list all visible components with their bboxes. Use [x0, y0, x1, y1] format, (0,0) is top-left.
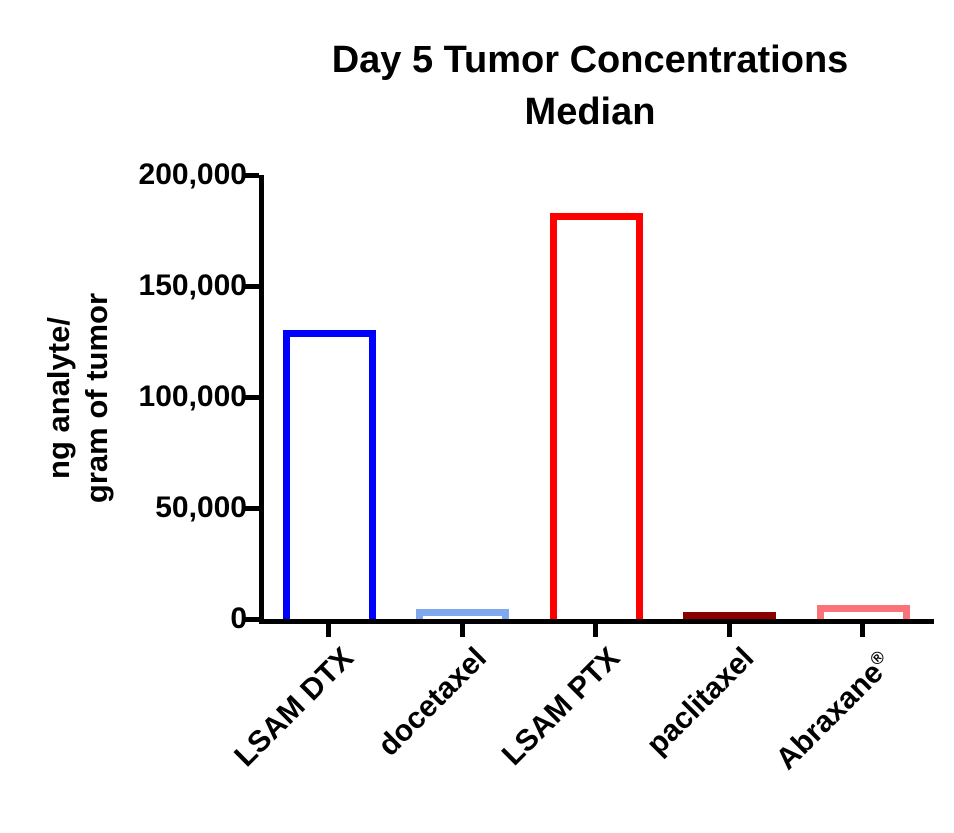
- x-axis-tick: [860, 624, 865, 637]
- chart-title-block: Day 5 Tumor Concentrations Median: [240, 34, 940, 138]
- y-axis-tick: [243, 395, 259, 400]
- bar-paclitaxel: [683, 612, 776, 619]
- x-axis-tick: [326, 624, 331, 637]
- x-axis-category-label-lsam-ptx: LSAM PTX: [496, 641, 627, 772]
- y-axis-tick: [243, 506, 259, 511]
- chart-subtitle: Median: [524, 91, 656, 133]
- x-axis-tick: [459, 624, 465, 637]
- y-axis-tick-label: 200,000: [138, 158, 247, 191]
- x-axis-category-label-docetaxel: docetaxel: [371, 641, 494, 763]
- y-axis-title-line1: ng analyte/: [41, 317, 76, 479]
- x-axis-category-label-paclitaxel: paclitaxel: [640, 641, 761, 762]
- bar-lsam-dtx: [282, 330, 376, 619]
- x-axis-tick: [726, 624, 732, 637]
- x-axis-category-label-lsam-dtx: LSAM DTX: [227, 641, 360, 774]
- bar-lsam-ptx: [549, 213, 643, 619]
- y-axis-tick-label: 0: [230, 602, 247, 635]
- y-axis-tick-label: 100,000: [138, 380, 247, 413]
- y-axis-tick: [243, 173, 259, 178]
- y-axis-tick-label: 50,000: [155, 491, 247, 524]
- chart-title: Day 5 Tumor Concentrations: [331, 39, 849, 81]
- y-axis-tick: [243, 284, 259, 289]
- bar-docetaxel: [416, 609, 509, 619]
- x-axis-tick: [593, 624, 598, 637]
- y-axis-tick: [243, 617, 259, 622]
- y-axis-tick-label: 150,000: [138, 269, 247, 302]
- bar-abraxane: [816, 605, 910, 619]
- registered-mark: ®: [866, 646, 890, 670]
- x-axis-category-label-abraxane: Abraxane®: [770, 646, 891, 777]
- plot-area: 200,000 150,000 100,000 50,000 0 LSAM DTX doce…: [139, 158, 934, 776]
